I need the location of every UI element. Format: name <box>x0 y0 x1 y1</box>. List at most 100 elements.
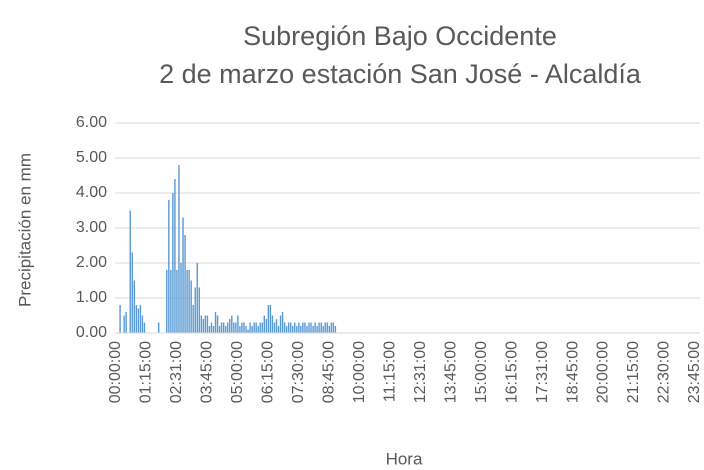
bar <box>202 319 205 333</box>
bar <box>235 322 237 333</box>
bar <box>220 322 223 333</box>
bar <box>180 263 182 333</box>
bar <box>143 322 146 333</box>
bar <box>253 322 255 333</box>
x-tick-label: 07:30:00 <box>290 341 307 403</box>
bar <box>277 326 280 333</box>
bar <box>174 179 176 333</box>
x-tick-label: 18:45:00 <box>564 341 581 403</box>
bar <box>157 322 160 333</box>
x-tick-label: 05:00:00 <box>229 341 246 403</box>
bar <box>271 315 274 333</box>
bar <box>275 319 278 333</box>
y-tick-label: 2.00 <box>76 254 107 271</box>
bar <box>322 326 324 333</box>
bar <box>283 322 286 333</box>
bar <box>289 322 292 333</box>
bar <box>285 326 288 333</box>
bar <box>310 322 312 333</box>
bar <box>139 305 142 333</box>
bar <box>245 326 247 333</box>
bar <box>131 252 133 333</box>
bar <box>119 305 121 333</box>
bar <box>332 322 335 333</box>
bar <box>263 315 266 333</box>
bar <box>306 326 308 333</box>
bar <box>192 305 194 333</box>
x-tick-label: 21:15:00 <box>625 341 642 403</box>
x-tick-label: 10:00:00 <box>351 341 368 403</box>
bar <box>279 315 282 333</box>
bar <box>330 322 333 333</box>
y-tick-label: 0.00 <box>76 324 107 341</box>
bar <box>133 280 136 333</box>
x-tick-label: 11:15:00 <box>381 341 398 402</box>
y-tick-label: 5.00 <box>76 149 107 166</box>
bar <box>273 322 276 333</box>
bar <box>312 326 314 333</box>
x-tick-label: 02:31:00 <box>168 341 185 403</box>
bar <box>257 326 259 333</box>
bar <box>186 270 188 333</box>
bar <box>141 315 144 333</box>
x-tick-label: 23:45:00 <box>686 341 703 403</box>
bar <box>125 312 127 333</box>
bar <box>259 322 261 333</box>
bar <box>308 322 310 333</box>
y-tick-label: 3.00 <box>76 219 107 236</box>
bar <box>287 322 290 333</box>
x-tick-label: 03:45:00 <box>199 341 216 403</box>
bar <box>241 322 243 333</box>
y-tick-label: 4.00 <box>76 184 107 201</box>
bar <box>208 326 211 333</box>
bar <box>318 322 320 333</box>
x-tick-label: 22:30:00 <box>656 341 673 403</box>
bar <box>239 326 241 333</box>
bar <box>233 322 235 333</box>
bar <box>224 326 227 333</box>
bar <box>135 305 138 333</box>
bar <box>314 322 316 333</box>
x-axis-label: Hora <box>386 449 423 468</box>
bar <box>178 165 180 333</box>
bar <box>210 322 213 333</box>
y-tick-label: 1.00 <box>76 289 107 306</box>
bar <box>261 322 263 333</box>
bar <box>265 319 268 333</box>
bar <box>212 326 215 333</box>
bar <box>206 315 209 333</box>
bar <box>292 326 294 333</box>
x-tick-label: 16:15:00 <box>503 341 520 403</box>
bar <box>214 312 217 333</box>
x-tick-label: 12:31:00 <box>412 341 429 403</box>
bar <box>229 319 231 333</box>
bar <box>334 326 337 333</box>
y-tick-label: 6.00 <box>76 114 107 131</box>
bar <box>182 217 184 333</box>
bar <box>320 322 322 333</box>
chart-title: Subregión Bajo Occidente <box>243 21 557 51</box>
bar <box>166 270 168 333</box>
bar <box>296 326 298 333</box>
bar <box>269 305 272 333</box>
bar <box>281 312 284 333</box>
bar <box>231 315 233 333</box>
bar <box>170 270 172 333</box>
x-tick-label: 17:31:00 <box>534 341 551 403</box>
bar <box>216 315 219 333</box>
bar <box>324 322 326 333</box>
x-tick-label: 00:00:00 <box>107 341 124 403</box>
y-axis-label: Precipitación en mm <box>15 153 34 307</box>
bar <box>298 322 300 333</box>
bar <box>168 200 170 333</box>
bar <box>190 280 192 333</box>
bar <box>194 287 196 333</box>
bar <box>218 326 221 333</box>
x-tick-label: 15:00:00 <box>473 341 490 403</box>
bar <box>184 235 186 333</box>
bar <box>328 326 331 333</box>
bar <box>222 322 225 333</box>
bar <box>326 322 328 333</box>
bar <box>304 322 306 333</box>
